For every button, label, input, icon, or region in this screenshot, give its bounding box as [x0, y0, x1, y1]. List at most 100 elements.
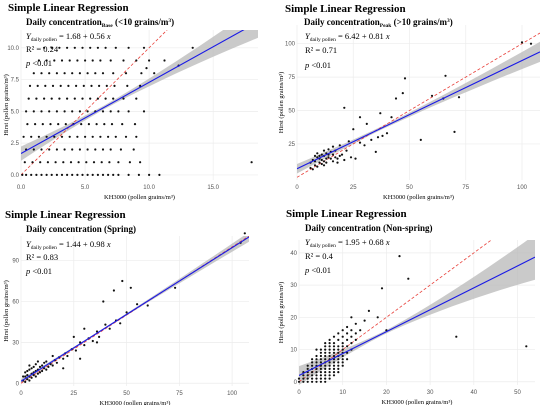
- scatter-plot-base: 0.0 5.0 10.0 15.0 0.0 2.5 5.0 7.5 10.0 KH3000 (po…: [3, 30, 258, 201]
- y-tick-label: 50: [288, 109, 295, 115]
- data-point: [320, 153, 323, 156]
- data-point: [76, 59, 79, 62]
- data-point: [148, 59, 151, 62]
- regression-line: [297, 51, 540, 170]
- data-point: [91, 59, 94, 62]
- data-point: [319, 354, 322, 358]
- y-tick-label: 30: [290, 283, 297, 289]
- data-point: [376, 136, 380, 139]
- data-point: [315, 374, 318, 377]
- x-tick-label: 15.0: [207, 185, 219, 191]
- data-point: [315, 354, 318, 358]
- data-point: [30, 376, 33, 379]
- y-tick-label: 0: [16, 381, 20, 387]
- data-point: [325, 157, 328, 160]
- x-tick-label: 100: [227, 391, 238, 397]
- data-point: [125, 311, 128, 314]
- data-point: [92, 161, 96, 164]
- data-point: [349, 156, 353, 159]
- regression-equation: Ydaily pollen = 1.44 + 0.98 x: [26, 239, 111, 251]
- data-point: [124, 72, 128, 75]
- data-point: [398, 255, 401, 258]
- data-point: [320, 162, 323, 166]
- data-point: [332, 335, 336, 338]
- data-point: [32, 365, 35, 368]
- r-squared: R² = 0.4: [305, 251, 333, 261]
- data-point: [328, 348, 331, 351]
- data-point: [336, 157, 339, 160]
- y-tick-label: 10: [290, 348, 297, 354]
- data-point: [21, 173, 24, 176]
- data-point: [332, 371, 336, 374]
- data-point: [328, 342, 331, 345]
- data-point: [350, 316, 353, 319]
- data-point: [107, 135, 110, 138]
- data-point: [77, 161, 80, 164]
- data-point: [51, 364, 54, 367]
- panel-subtitle: Daily concentrationPeak (>10 grains/m3): [304, 17, 453, 29]
- data-point: [324, 354, 327, 358]
- data-point: [109, 110, 112, 113]
- data-point: [324, 342, 327, 345]
- scatter-plot-spring: 0 25 50 75 100 0 30 60 90 KH3000 (pollen grains/m…: [3, 232, 249, 405]
- data-point: [86, 72, 89, 75]
- data-point: [75, 84, 78, 87]
- data-point: [311, 374, 314, 377]
- data-point: [127, 46, 130, 49]
- data-point: [343, 158, 346, 162]
- regression-line: [21, 236, 249, 382]
- scatter-plot-nonspring: 0 10 20 30 40 50 0 10 20 30 40 KH3000 (pollen grain…: [278, 240, 535, 405]
- x-tick-label: 75: [462, 185, 469, 191]
- data-point: [319, 358, 322, 361]
- data-point: [55, 148, 59, 151]
- data-point: [28, 379, 31, 382]
- y-axis-label: Hirst (pollen grains/m³): [3, 74, 10, 136]
- data-point: [347, 140, 350, 143]
- data-point: [328, 351, 331, 354]
- data-point: [306, 374, 309, 377]
- data-point: [60, 59, 64, 62]
- data-point: [127, 173, 130, 176]
- data-point: [328, 361, 331, 364]
- data-point: [121, 279, 124, 283]
- data-point: [30, 367, 33, 370]
- confidence-band: [299, 240, 535, 385]
- data-point: [91, 173, 94, 176]
- data-point: [66, 97, 69, 100]
- data-point: [96, 97, 99, 100]
- data-point: [324, 367, 327, 370]
- panel-title: Simple Linear Regression: [285, 3, 406, 15]
- data-point: [37, 59, 41, 62]
- data-point: [103, 123, 106, 126]
- data-point: [79, 357, 82, 360]
- data-point: [365, 122, 368, 125]
- data-point: [71, 110, 74, 113]
- data-point: [49, 123, 52, 126]
- data-point: [27, 97, 30, 100]
- data-point: [135, 97, 138, 100]
- data-point: [315, 358, 318, 361]
- data-point: [324, 380, 327, 383]
- data-point: [338, 154, 341, 157]
- data-point: [89, 46, 92, 49]
- data-point: [324, 345, 327, 348]
- data-point: [32, 148, 35, 151]
- data-point: [328, 371, 331, 374]
- data-point: [91, 135, 94, 138]
- data-point: [325, 161, 328, 164]
- data-point: [336, 161, 339, 164]
- data-point: [62, 357, 65, 360]
- data-point: [350, 335, 353, 338]
- data-point: [328, 364, 331, 367]
- data-point: [45, 173, 48, 176]
- data-point: [311, 371, 314, 374]
- data-point: [117, 161, 120, 164]
- data-point: [322, 160, 326, 163]
- data-point: [315, 371, 318, 374]
- data-point: [34, 375, 37, 378]
- data-point: [354, 332, 357, 335]
- data-point: [135, 59, 138, 62]
- data-point: [324, 377, 327, 380]
- data-point: [26, 378, 29, 381]
- data-point: [315, 380, 318, 383]
